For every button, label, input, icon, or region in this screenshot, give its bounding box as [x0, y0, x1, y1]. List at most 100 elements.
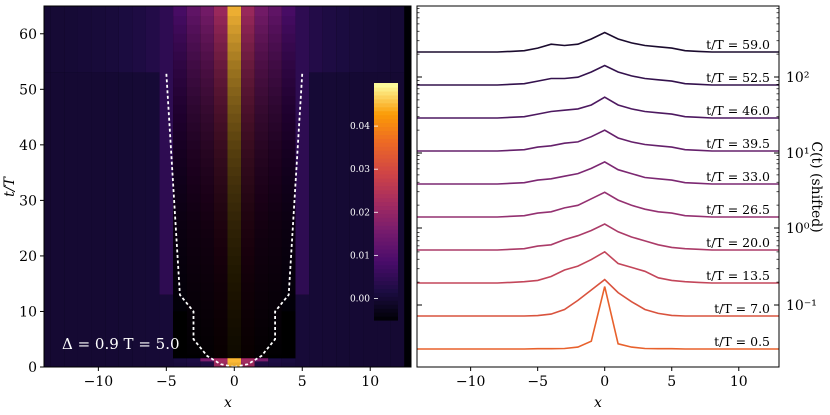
y-tick-label: 10⁰: [786, 221, 810, 237]
colorbar-strip: [374, 98, 398, 104]
colorbar-tick-label: 0.00: [350, 294, 370, 304]
heatmap-band: [173, 42, 296, 359]
heatmap-band: [173, 353, 296, 359]
heatmap-cell: [254, 361, 269, 367]
heatmap-cell: [173, 311, 187, 367]
heatmap-band: [173, 229, 296, 359]
heatmap-cell: [254, 6, 269, 362]
series-line: [417, 96, 779, 119]
heatmap-cell: [64, 72, 78, 367]
heatmap-cell: [295, 6, 310, 295]
series-label: t/T = 46.0: [706, 103, 770, 118]
colorbar-strip: [374, 244, 398, 250]
lines-xlabel: x: [594, 395, 602, 411]
heatmap-cell: [105, 72, 119, 367]
colorbar-strip: [374, 272, 398, 278]
colorbar-strip: [374, 221, 398, 226]
colorbar-tick-label: 0.01: [350, 251, 370, 261]
heatmap-cell: [50, 72, 65, 367]
heatmap-cell: [77, 72, 92, 367]
heatmap-band: [173, 51, 296, 359]
colorbar-strip: [374, 264, 398, 270]
heatmap-cell: [309, 72, 323, 367]
heatmap-cell: [268, 6, 282, 356]
colorbar-strip: [374, 150, 398, 155]
heatmap-band: [173, 158, 296, 359]
heatmap-cell: [322, 72, 337, 367]
colorbar-strip: [374, 225, 398, 230]
y-tick-label: 20: [19, 249, 37, 265]
heatmap-band: [173, 7, 296, 359]
y-tick-label: 0: [28, 360, 37, 376]
heatmap-cell: [118, 6, 133, 73]
lines-frame: [416, 5, 780, 368]
colorbar-strip: [374, 241, 398, 246]
heatmap-cells: [44, 6, 405, 367]
colorbar-strip: [374, 284, 398, 289]
colorbar-strip: [374, 312, 398, 317]
heatmap-cell: [200, 6, 214, 362]
heatmap-x-ticks: −10 −5 0 5 10: [84, 367, 379, 390]
heatmap-cell: [363, 6, 378, 73]
heatmap-cell: [77, 6, 92, 73]
heatmap-cell: [159, 6, 174, 295]
heatmap-cell: [91, 72, 106, 367]
colorbar-strip: [374, 197, 398, 203]
y-tick-label: 10⁻¹: [786, 298, 817, 314]
colorbar-strip: [374, 122, 398, 128]
colorbar-strip: [374, 162, 398, 167]
heatmap-frame: [43, 5, 412, 368]
lines-y-ticks: [417, 8, 779, 306]
heatmap-band: [173, 24, 296, 359]
colorbar-strip: [374, 142, 398, 147]
heatmap-band: [173, 282, 296, 359]
colorbar-strip: [374, 177, 398, 183]
series-line: [417, 160, 779, 185]
colorbar-strip: [374, 134, 398, 139]
heatmap-cell: [145, 72, 160, 367]
colorbar-strip: [374, 102, 398, 108]
x-tick-label: 0: [600, 374, 609, 390]
heatmap-band: [173, 69, 296, 359]
heatmap-cell: [118, 72, 133, 367]
colorbar-strip: [374, 169, 398, 175]
colorbar-strip: [374, 292, 398, 297]
heatmap-cell: [186, 6, 201, 356]
heatmap-cell: [268, 355, 282, 367]
heatmap-cell: [349, 6, 364, 73]
series-labels: t/T = 0.5 t/T = 7.0 t/T = 13.5 t/T = 20.0 t/…: [706, 37, 770, 349]
heatmap-bands: [173, 7, 296, 367]
heatmap-xlabel: x: [224, 395, 232, 411]
colorbar-strip: [374, 268, 398, 274]
heatmap-panel: 0.00 0.01 0.02 0.03 0.04 Δ = 0.9 T = 5.0 −10…: [2, 5, 412, 411]
colorbar-strip: [374, 213, 398, 218]
heatmap-band: [173, 95, 296, 359]
colorbar-strip: [374, 304, 398, 309]
colorbar-strip: [374, 173, 398, 179]
heatmap-cell: [200, 361, 214, 367]
colorbar-strip: [374, 300, 398, 305]
y-tick-label: 30: [19, 193, 37, 209]
x-tick-label: 10: [730, 374, 748, 390]
series-line: [417, 278, 779, 317]
series-label: t/T = 0.5: [714, 334, 770, 349]
heatmap-band: [173, 131, 296, 359]
heatmap-cell: [91, 6, 106, 73]
x-tick-label: 0: [230, 374, 239, 390]
colorbar-strip: [374, 110, 398, 116]
heatmap-cell: [50, 6, 65, 73]
x-tick-label: −10: [456, 374, 486, 390]
x-tick-label: 5: [667, 374, 676, 390]
colorbar-strip: [374, 86, 398, 92]
series-label: t/T = 52.5: [706, 70, 770, 85]
lines-panel: t/T = 0.5 t/T = 7.0 t/T = 13.5 t/T = 20.0 t/…: [416, 5, 824, 411]
heatmap-cell: [349, 72, 364, 367]
y-tick-label: 50: [19, 82, 37, 98]
series-line: [417, 250, 779, 284]
heatmap-cell: [159, 294, 174, 367]
heatmap-cell: [336, 6, 350, 73]
colorbar-strip: [374, 256, 398, 262]
colorbar-strip: [374, 185, 398, 191]
x-tick-label: −5: [156, 374, 177, 390]
